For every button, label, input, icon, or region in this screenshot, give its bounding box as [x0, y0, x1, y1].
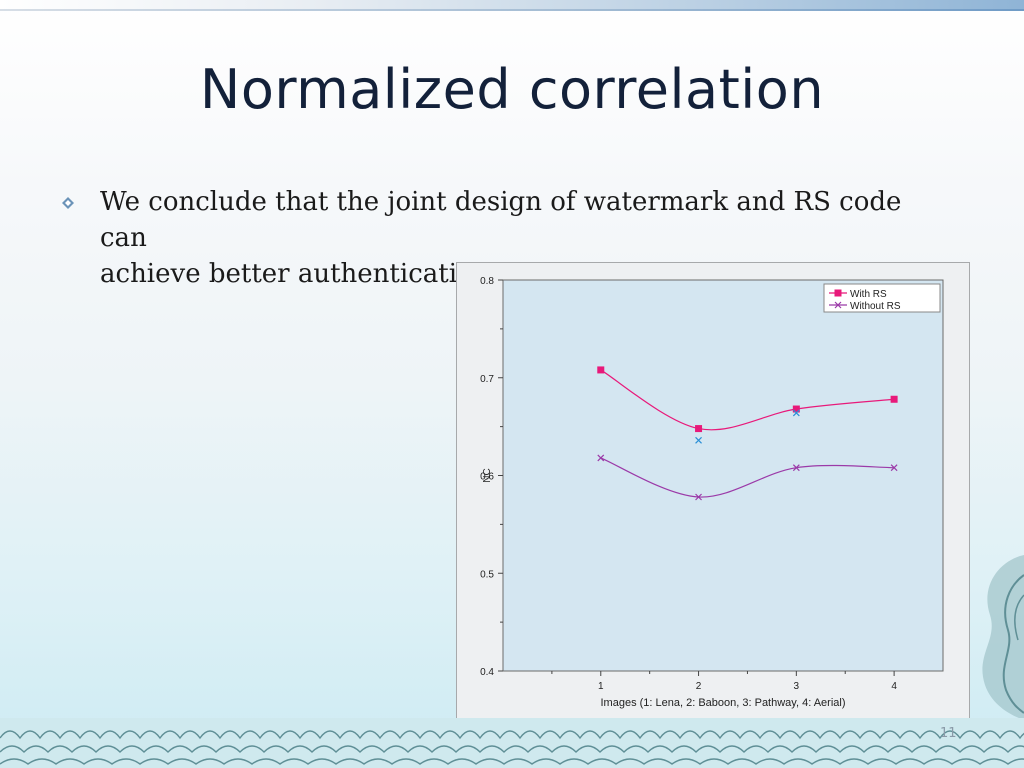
y-tick-label: 0.5: [480, 569, 494, 580]
nc-chart: 0.4 0.5 0.6 0.7 0.8 1 2 3 4 Images (1: Lena, 2: B…: [456, 262, 970, 722]
wave-decoration: [0, 718, 1024, 768]
data-point-0: [792, 405, 800, 413]
bullet-text-line-1: We conclude that the joint design of wat…: [100, 187, 902, 253]
extra-point: [792, 409, 800, 417]
x-tick-label: 3: [794, 681, 800, 692]
slide-title: Normalized correlation: [199, 58, 825, 121]
top-accent-bar: [0, 0, 1024, 10]
y-tick-label: 0.4: [480, 667, 494, 678]
data-point-1: [597, 454, 605, 462]
y-axis-label: NC: [482, 468, 493, 482]
plot-area: [502, 279, 944, 672]
legend-box: [823, 283, 941, 313]
series-line-1: [600, 457, 895, 498]
y-tick-label: 0.6: [480, 472, 494, 483]
dragon-decoration: [982, 555, 1024, 720]
nc-chart-svg: 0.4 0.5 0.6 0.7 0.8 1 2 3 4 Images (1: Lena, 2: B…: [480, 276, 944, 709]
y-tick-label: 0.8: [480, 276, 494, 287]
legend-label-1: Without RS: [850, 301, 901, 312]
legend-marker-0: [834, 289, 842, 297]
legend-label-0: With RS: [850, 289, 887, 300]
data-point-1: [695, 493, 702, 501]
data-point-1: [890, 464, 898, 472]
legend-marker-1: [834, 301, 842, 309]
data-point-0: [695, 425, 703, 433]
y-tick-label: 0.7: [480, 374, 494, 385]
x-tick-label: 2: [696, 681, 702, 692]
data-point-0: [890, 395, 898, 403]
data-point-0: [597, 366, 605, 374]
x-tick-label: 1: [598, 681, 604, 692]
x-axis-label: Images (1: Lena, 2: Baboon, 3: Pathway, …: [601, 697, 846, 709]
top-accent-line: [0, 9, 1024, 11]
x-tick-label: 4: [891, 681, 897, 692]
extra-point: [695, 436, 702, 444]
page-number: 11: [940, 726, 957, 741]
diamond-bullet-icon: [62, 197, 74, 209]
series-line-0: [600, 369, 895, 431]
data-point-1: [792, 464, 800, 472]
